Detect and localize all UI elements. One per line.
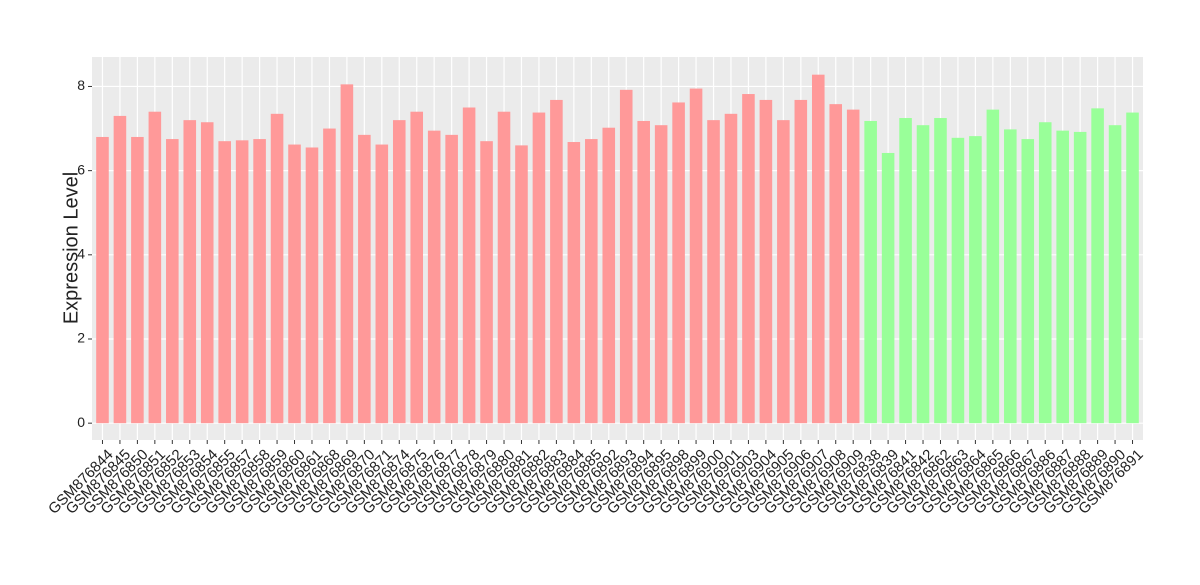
bar [654, 125, 668, 424]
bar [550, 99, 563, 424]
bar [1091, 108, 1104, 424]
bar [462, 107, 476, 424]
bar [881, 152, 895, 424]
bar [1073, 131, 1087, 424]
bar [480, 141, 493, 424]
bar [270, 113, 284, 424]
bar [672, 102, 685, 424]
bar [445, 134, 458, 424]
bar [340, 84, 354, 424]
y-tick-label: 2 [77, 330, 85, 346]
bar [1108, 125, 1122, 424]
bar [585, 139, 598, 424]
bar [392, 120, 406, 424]
bar [689, 88, 703, 424]
bar [916, 125, 930, 424]
bar [410, 111, 424, 424]
y-tick-label: 0 [77, 414, 85, 430]
bar [777, 120, 790, 424]
bar [637, 120, 650, 424]
bar [951, 137, 965, 424]
y-axis-title: Expression Level [60, 172, 82, 324]
bar [724, 113, 738, 424]
y-tick-label: 4 [77, 246, 85, 262]
bar [811, 74, 825, 424]
bar [323, 128, 336, 424]
bar [864, 120, 877, 424]
bar [253, 139, 266, 424]
panel [92, 57, 1143, 440]
bar [532, 112, 546, 424]
bar [602, 127, 616, 424]
bar [515, 145, 528, 424]
bar [183, 120, 197, 424]
bar [305, 147, 319, 424]
bar [200, 122, 214, 424]
bar [759, 99, 773, 424]
bar [567, 142, 581, 424]
bar [166, 139, 179, 424]
bar [1126, 112, 1139, 424]
bar [1038, 122, 1052, 424]
bar [131, 136, 144, 424]
bar [707, 120, 720, 424]
bar [829, 104, 843, 424]
bar [497, 111, 511, 424]
bar [899, 118, 912, 424]
bar [969, 136, 982, 424]
bar [794, 99, 808, 424]
bar [427, 130, 441, 424]
bar [235, 140, 249, 424]
bar [1056, 130, 1069, 424]
bar [375, 144, 389, 424]
bar [1004, 129, 1017, 424]
bar [96, 136, 109, 424]
bar [148, 111, 162, 424]
bar [113, 115, 127, 424]
bar [846, 109, 860, 424]
bar [288, 144, 301, 424]
bar [1021, 139, 1035, 424]
bar [986, 109, 1000, 424]
y-tick-label: 8 [77, 77, 85, 93]
bar [742, 94, 755, 424]
bar [218, 141, 231, 424]
bar [934, 118, 947, 424]
y-tick-label: 6 [77, 161, 85, 177]
bar [619, 89, 633, 424]
bar [358, 134, 371, 424]
